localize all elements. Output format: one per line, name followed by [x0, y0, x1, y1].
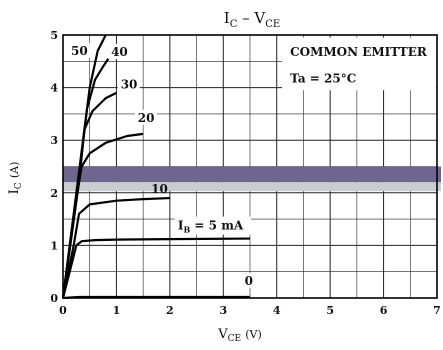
series-line-ib-5-ma [61, 237, 251, 299]
series-label-bg [134, 109, 157, 125]
series-label-bg [68, 42, 91, 58]
y-tick-label: 0 [50, 292, 58, 305]
series-label-30: 30 [121, 78, 138, 92]
x-axis-label: VCE (V) [217, 327, 262, 344]
x-tick-label: 0 [59, 304, 67, 317]
x-tick-label: 7 [433, 304, 441, 317]
y-tick-label: 3 [50, 134, 58, 147]
annotation-temperature: Ta = 25°C [290, 71, 356, 85]
x-tick-label: 4 [273, 304, 281, 317]
x-tick-label: 1 [113, 304, 121, 317]
x-tick-label: 5 [326, 304, 334, 317]
x-tick-label: 6 [380, 304, 388, 317]
y-tick-label: 4 [50, 82, 58, 95]
series-label-10: 10 [151, 182, 168, 196]
annotation-common-emitter: COMMON EMITTER [290, 45, 428, 59]
series-label-20: 20 [138, 111, 155, 125]
series-label-50: 50 [71, 44, 88, 58]
series-label-bg [108, 44, 131, 60]
series-line-10 [61, 196, 170, 299]
band-light [63, 182, 441, 192]
series-label-40: 40 [111, 45, 128, 59]
series-line-50 [61, 34, 107, 299]
x-tick-label: 3 [219, 304, 227, 317]
series-label-bg [174, 216, 251, 235]
series-label-ib: IB = 5 mA [178, 219, 244, 235]
series-label-bg [241, 272, 256, 288]
series-label-bg [117, 76, 140, 92]
chart-title: IC – VCE [224, 9, 280, 30]
x-tick-label: 2 [166, 304, 174, 317]
annotation-box [282, 37, 436, 91]
series-line-0 [62, 295, 250, 300]
y-tick-label: 5 [50, 29, 58, 42]
y-tick-label: 1 [50, 239, 58, 252]
y-axis-label: IC (A) [7, 162, 24, 195]
series-label-0: 0 [245, 274, 253, 288]
band-dark [63, 166, 441, 183]
y-tick-label: 2 [50, 187, 58, 200]
